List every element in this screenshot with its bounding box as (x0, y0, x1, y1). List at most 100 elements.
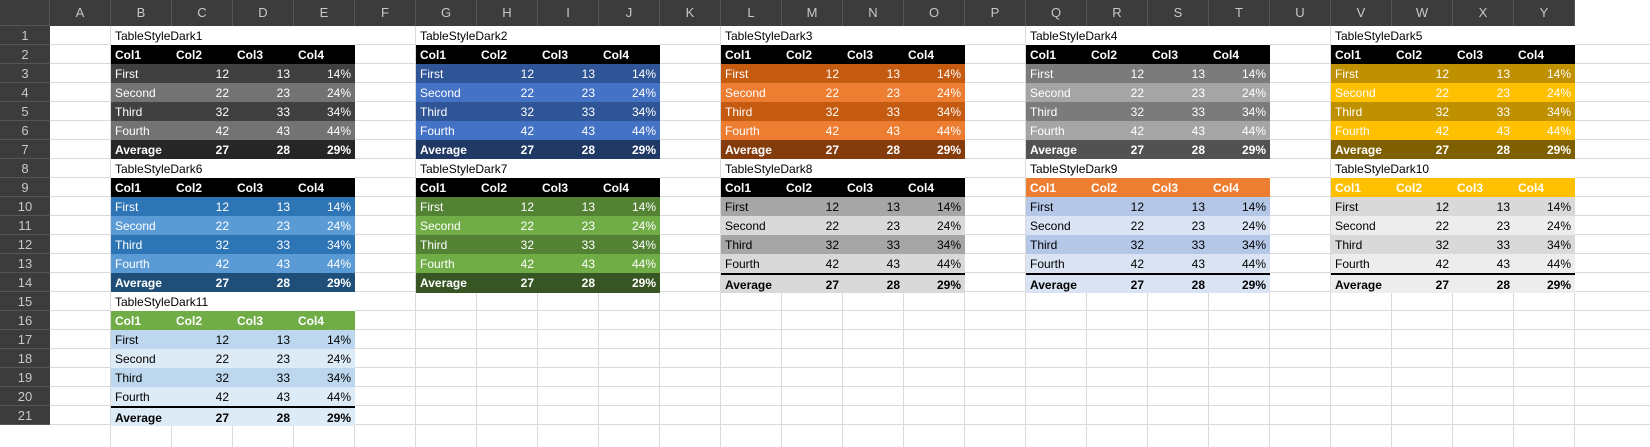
table-cell[interactable]: 14% (599, 197, 660, 217)
table-cell[interactable]: 43 (233, 121, 294, 141)
table-cell[interactable]: 12 (172, 64, 233, 84)
table-cell[interactable]: Fourth (1331, 121, 1392, 141)
table-cell[interactable]: 12 (782, 64, 843, 84)
table-title[interactable]: TableStyleDark6 (111, 159, 355, 179)
table-cell[interactable]: 42 (477, 254, 538, 274)
table-total-cell[interactable]: 27 (1392, 273, 1453, 293)
column-header-e[interactable]: E (294, 0, 355, 26)
table-total-cell[interactable]: 28 (233, 406, 294, 426)
table-total-cell[interactable]: 27 (1392, 140, 1453, 160)
table-cell[interactable]: 13 (1453, 64, 1514, 84)
table-cell[interactable]: 24% (904, 216, 965, 236)
column-header-w[interactable]: W (1392, 0, 1453, 26)
table-header-cell[interactable]: Col3 (1453, 178, 1514, 198)
table-total-cell[interactable]: 29% (904, 140, 965, 160)
table-cell[interactable]: 43 (843, 254, 904, 274)
table-cell[interactable]: 23 (1148, 83, 1209, 103)
table-cell[interactable]: Second (1026, 216, 1087, 236)
table-total-cell[interactable]: Average (1331, 273, 1392, 293)
table-cell[interactable]: 42 (477, 121, 538, 141)
table-cell[interactable]: 44% (1209, 254, 1270, 274)
table-cell[interactable]: 22 (1087, 216, 1148, 236)
table-cell[interactable]: 33 (1453, 102, 1514, 122)
table-cell[interactable]: 23 (233, 83, 294, 103)
table-cell[interactable]: Fourth (416, 254, 477, 274)
table-total-cell[interactable]: 29% (1209, 140, 1270, 160)
column-header-f[interactable]: F (355, 0, 416, 26)
row-header-1[interactable]: 1 (0, 26, 50, 45)
table-cell[interactable]: 33 (1453, 235, 1514, 255)
table-total-cell[interactable]: 27 (1087, 140, 1148, 160)
table-header-cell[interactable]: Col2 (1392, 45, 1453, 65)
table-cell[interactable]: 24% (294, 83, 355, 103)
table-total-cell[interactable]: Average (111, 140, 172, 160)
table-header-cell[interactable]: Col4 (1514, 178, 1575, 198)
table-header-cell[interactable]: Col2 (172, 311, 233, 331)
table-cell[interactable]: 43 (1148, 121, 1209, 141)
table-total-cell[interactable]: 27 (1087, 273, 1148, 293)
table-cell[interactable]: 32 (782, 102, 843, 122)
table-title[interactable]: TableStyleDark11 (111, 292, 355, 312)
table-header-cell[interactable]: Col2 (172, 178, 233, 198)
table-header-cell[interactable]: Col3 (1148, 45, 1209, 65)
table-cell[interactable]: 24% (294, 349, 355, 369)
table-total-cell[interactable]: Average (1026, 273, 1087, 293)
table-header-cell[interactable]: Col2 (477, 45, 538, 65)
table-cell[interactable]: 22 (782, 83, 843, 103)
table-cell[interactable]: 24% (1209, 216, 1270, 236)
table-header-cell[interactable]: Col1 (416, 178, 477, 198)
table-total-cell[interactable]: 28 (1453, 140, 1514, 160)
table-header-cell[interactable]: Col1 (721, 178, 782, 198)
table-cell[interactable]: Second (111, 83, 172, 103)
table-cell[interactable]: 44% (904, 121, 965, 141)
table-header-cell[interactable]: Col3 (538, 45, 599, 65)
table-cell[interactable]: 24% (1514, 216, 1575, 236)
row-header-18[interactable]: 18 (0, 349, 50, 368)
table-header-cell[interactable]: Col4 (294, 45, 355, 65)
table-cell[interactable]: Third (721, 235, 782, 255)
table-total-cell[interactable]: Average (1331, 140, 1392, 160)
table-cell[interactable]: 43 (1148, 254, 1209, 274)
column-header-r[interactable]: R (1087, 0, 1148, 26)
table-cell[interactable]: 32 (1392, 235, 1453, 255)
table-cell[interactable]: 43 (1453, 254, 1514, 274)
table-cell[interactable]: 33 (538, 235, 599, 255)
table-cell[interactable]: 22 (1392, 216, 1453, 236)
row-header-3[interactable]: 3 (0, 64, 50, 83)
table-header-cell[interactable]: Col1 (1026, 178, 1087, 198)
table-header-cell[interactable]: Col2 (1087, 178, 1148, 198)
table-header-cell[interactable]: Col4 (294, 178, 355, 198)
table-cell[interactable]: 14% (1209, 64, 1270, 84)
table-header-cell[interactable]: Col1 (111, 45, 172, 65)
table-cell[interactable]: Second (416, 216, 477, 236)
table-cell[interactable]: 34% (904, 235, 965, 255)
row-header-6[interactable]: 6 (0, 121, 50, 140)
table-total-cell[interactable]: 28 (1148, 273, 1209, 293)
table-cell[interactable]: 32 (782, 235, 843, 255)
table-cell[interactable]: 44% (294, 254, 355, 274)
table-total-cell[interactable]: Average (721, 140, 782, 160)
table-total-cell[interactable]: Average (1026, 140, 1087, 160)
table-cell[interactable]: 23 (538, 216, 599, 236)
table-header-cell[interactable]: Col1 (111, 178, 172, 198)
table-cell[interactable]: 44% (1209, 121, 1270, 141)
table-header-cell[interactable]: Col3 (233, 178, 294, 198)
column-header-i[interactable]: I (538, 0, 599, 26)
table-title[interactable]: TableStyleDark3 (721, 26, 965, 46)
table-cell[interactable]: 12 (1087, 197, 1148, 217)
table-cell[interactable]: 33 (233, 235, 294, 255)
table-header-cell[interactable]: Col4 (904, 45, 965, 65)
column-header-h[interactable]: H (477, 0, 538, 26)
table-cell[interactable]: First (721, 64, 782, 84)
row-header-2[interactable]: 2 (0, 45, 50, 64)
table-cell[interactable]: 14% (1514, 64, 1575, 84)
table-header-cell[interactable]: Col4 (599, 178, 660, 198)
table-cell[interactable]: 33 (233, 102, 294, 122)
table-total-cell[interactable]: Average (111, 273, 172, 293)
column-header-d[interactable]: D (233, 0, 294, 26)
table-total-cell[interactable]: 27 (172, 140, 233, 160)
table-cell[interactable]: 14% (599, 64, 660, 84)
table-cell[interactable]: Third (1026, 102, 1087, 122)
table-cell[interactable]: 44% (1514, 121, 1575, 141)
